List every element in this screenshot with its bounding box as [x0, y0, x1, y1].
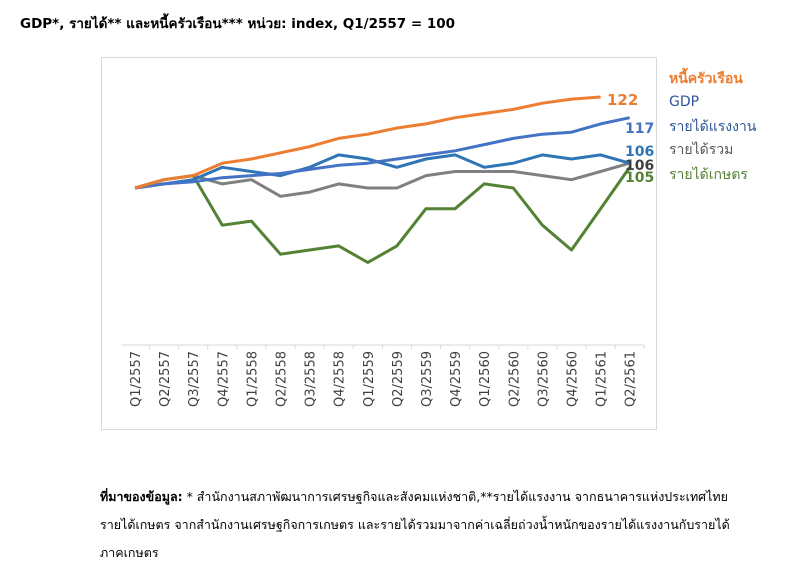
x-tick-label: Q1/2561: [595, 351, 610, 407]
legend-label-farm-income: รายได้เกษตร: [669, 167, 748, 183]
series-line: [134, 116, 631, 190]
x-tick-label: Q2/2560: [507, 351, 522, 407]
x-tick-label: Q1/2559: [362, 351, 377, 407]
legend-label-labor-income: รายได้แรงงาน: [669, 119, 757, 135]
series-line: [134, 153, 631, 190]
x-tick-label: Q2/2558: [275, 351, 290, 407]
series-end-value-label: 117: [625, 121, 654, 137]
series-lines: [134, 95, 631, 264]
series-line: [134, 95, 601, 190]
x-tick-label: Q1/2557: [129, 351, 144, 407]
data-source-heading: ที่มาของข้อมูล:: [100, 489, 183, 504]
x-tick-label: Q4/2559: [449, 351, 464, 407]
series-end-value-label: 106: [625, 158, 654, 174]
legend-label-household-debt: หนี้ครัวเรือน: [669, 71, 743, 87]
line-chart: Q1/2557 Q2/2557 Q3/2557 Q4/2557 Q1/2558 Q2/25…: [121, 91, 654, 407]
x-tick-label: Q2/2559: [391, 351, 406, 407]
data-source-note: ที่มาของข้อมูล: * สำนักงานสภาพัฒนาการเศร…: [100, 483, 740, 567]
legend-label-total-income: รายได้รวม: [669, 142, 734, 158]
series-end-value-label: 105: [625, 170, 654, 186]
x-tick-label: Q2/2557: [158, 351, 173, 407]
series-end-value-label: 122: [607, 91, 638, 109]
x-tick-label: Q3/2560: [536, 351, 551, 407]
x-tick-label: Q1/2558: [245, 351, 260, 407]
series-line: [134, 161, 631, 198]
chart-title: GDP*, รายได้** และหนี้ครัวเรือน*** หน่วย…: [20, 16, 456, 32]
data-source-text: * สำนักงานสภาพัฒนาการเศรษฐกิจและสังคมแห่…: [100, 489, 730, 560]
x-tick-label: Q3/2558: [304, 351, 319, 407]
series-line: [134, 166, 631, 264]
x-tick-label: Q1/2560: [478, 351, 493, 407]
x-axis: Q1/2557 Q2/2557 Q3/2557 Q4/2557 Q1/2558 Q2/25…: [121, 344, 645, 407]
series-end-value-label: 106: [625, 144, 654, 160]
x-tick-label: Q4/2560: [566, 351, 581, 407]
x-tick-label: Q4/2558: [333, 351, 348, 407]
x-tick-label: Q4/2557: [216, 351, 231, 407]
x-tick-label: Q3/2557: [187, 351, 202, 407]
chart-frame: Q1/2557 Q2/2557 Q3/2557 Q4/2557 Q1/2558 Q2/25…: [101, 57, 657, 430]
x-tick-label: Q2/2561: [624, 351, 639, 407]
x-tick-label: Q3/2559: [420, 351, 435, 407]
legend-label-gdp: GDP: [669, 94, 700, 110]
